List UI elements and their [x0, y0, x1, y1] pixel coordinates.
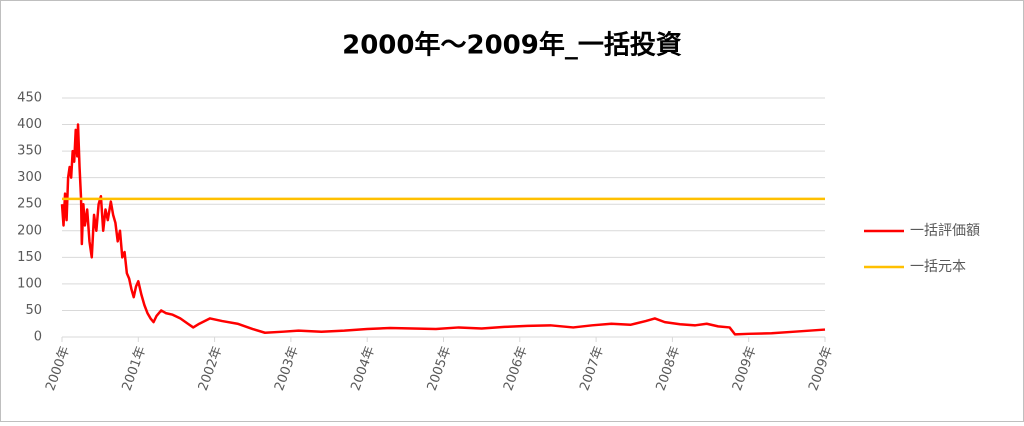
y-tick-label: 50 — [25, 303, 42, 318]
series-line — [60, 123, 826, 336]
chart-title: 2000年～2009年_一括投資 — [342, 30, 682, 61]
y-tick-label: 250 — [17, 197, 42, 212]
y-tick-label: 300 — [17, 170, 42, 185]
y-tick-label: 0 — [34, 330, 42, 345]
y-tick-label: 400 — [17, 117, 42, 132]
y-tick-label: 450 — [17, 91, 42, 106]
y-tick-label: 100 — [17, 276, 42, 291]
y-tick-label: 200 — [17, 223, 42, 238]
y-tick-label: 350 — [17, 144, 42, 159]
legend-label: 一括評価額 — [910, 223, 980, 239]
legend-label: 一括元本 — [910, 259, 966, 275]
y-tick-label: 150 — [17, 250, 42, 265]
